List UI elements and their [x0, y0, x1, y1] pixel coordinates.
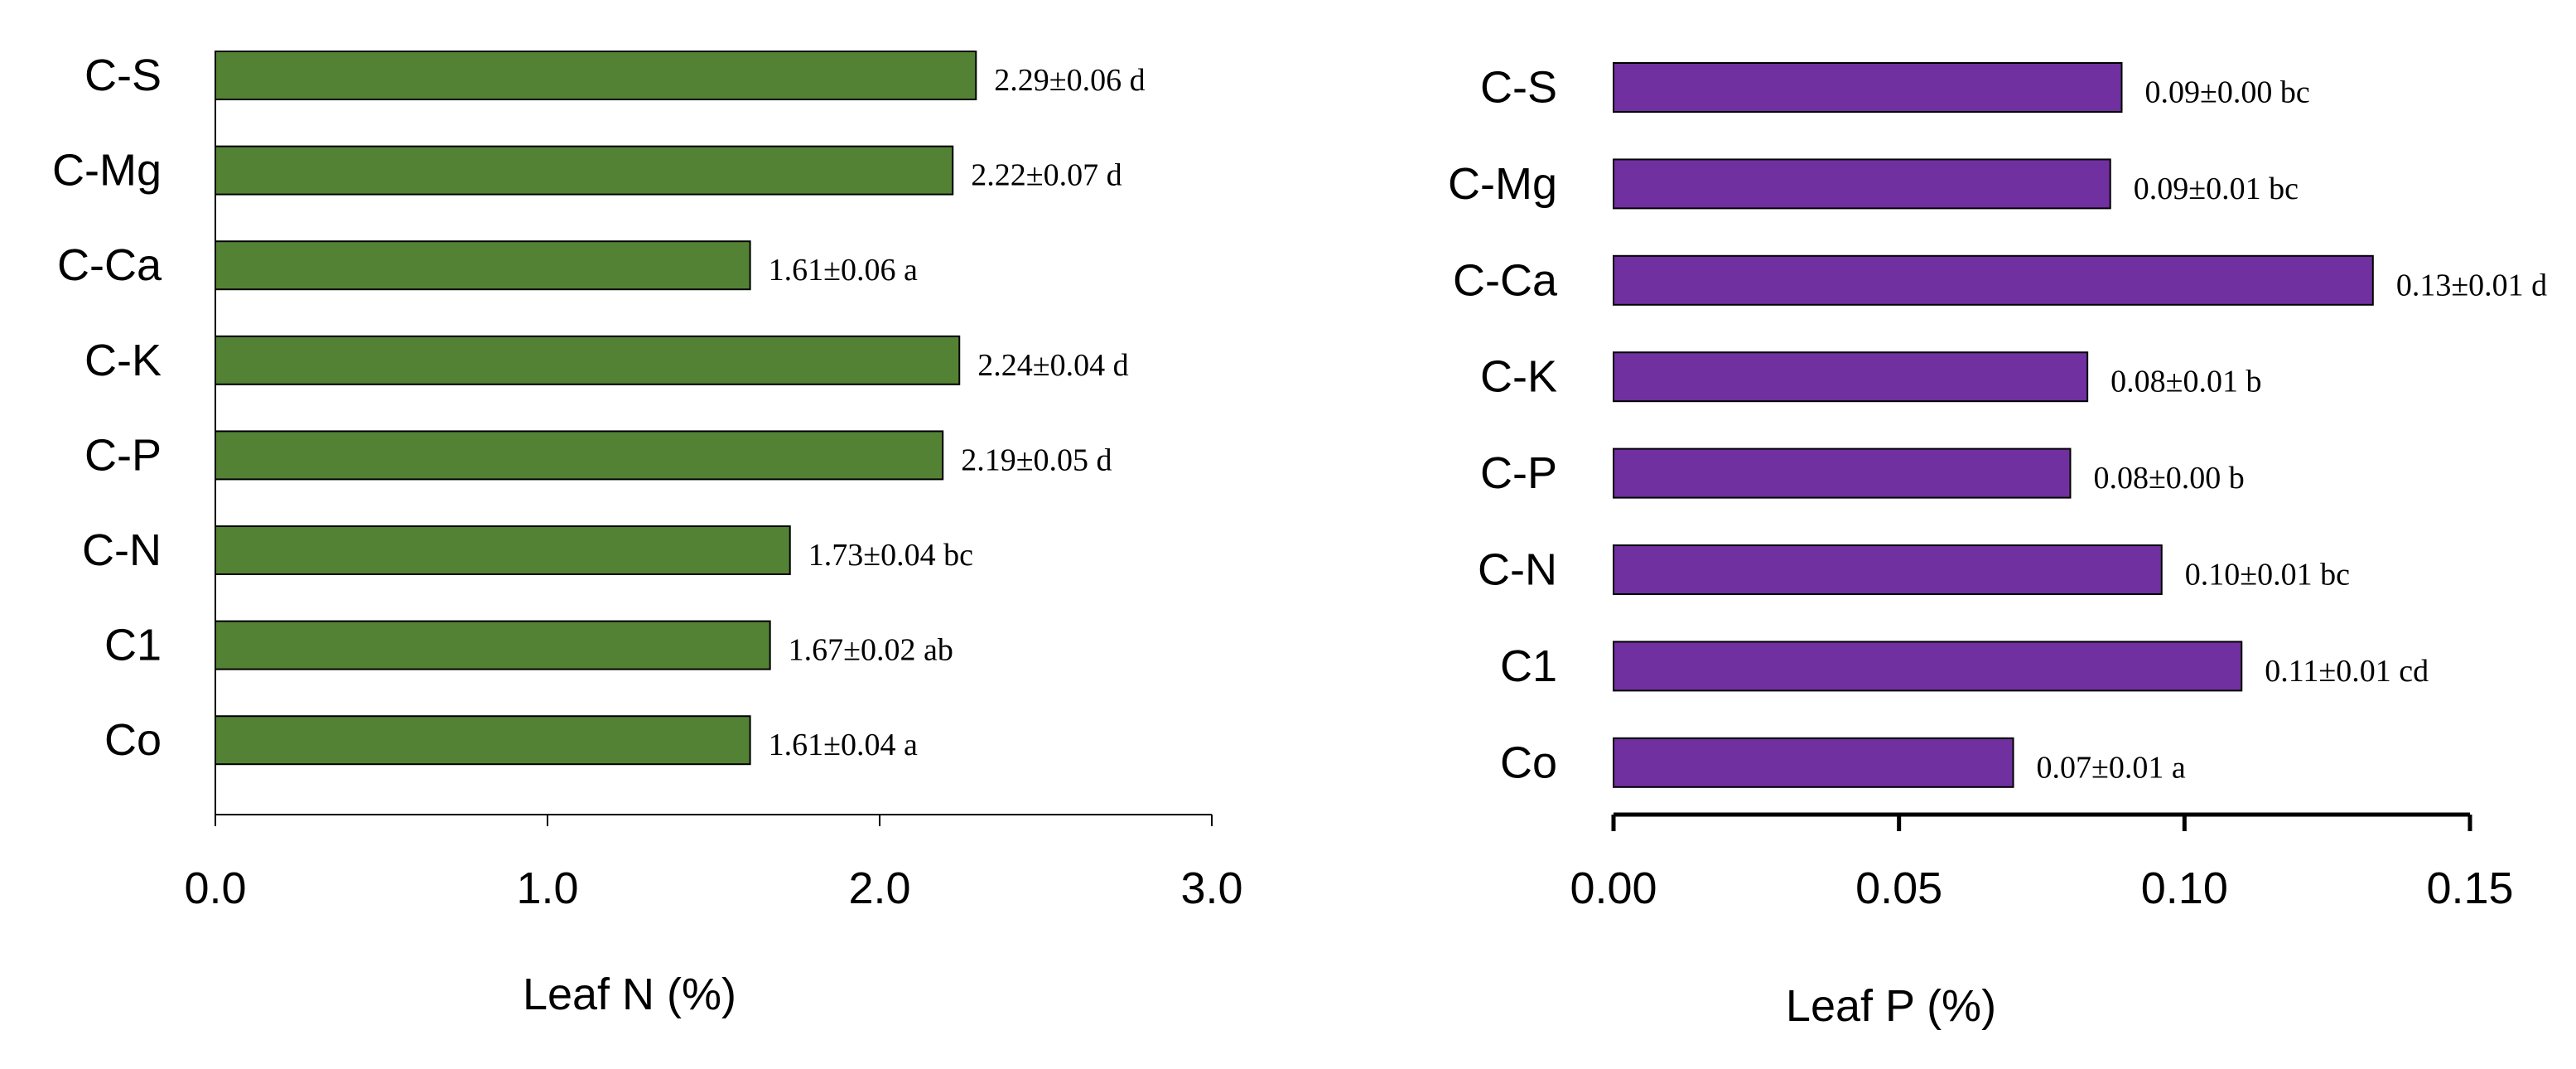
data-label-p-c-s: 0.09±0.00 bc — [2145, 75, 2310, 110]
x-tick-label-n-3: 3.0 — [1180, 863, 1242, 913]
bar-p-c-s — [1613, 62, 2123, 113]
data-label-n-co: 1.61±0.04 a — [769, 728, 918, 762]
x-tick-label-p-0: 0.00 — [1570, 863, 1657, 913]
category-label-n-c-mg: C-Mg — [52, 146, 162, 196]
data-label-p-c-ca: 0.13±0.01 d — [2396, 268, 2547, 302]
category-label-n-c-k: C-K — [84, 336, 162, 385]
category-label-p-c-s: C-S — [1480, 63, 1557, 113]
bar-p-c-n — [1613, 544, 2163, 595]
data-label-n-c-mg: 2.22±0.07 d — [971, 158, 1122, 193]
data-label-p-c-p: 0.08±0.00 b — [2093, 461, 2244, 496]
x-tick-label-n-2: 2.0 — [848, 863, 910, 913]
data-label-n-c-k: 2.24±0.04 d — [977, 348, 1128, 383]
category-label-p-c-ca: C-Ca — [1453, 255, 1558, 305]
bar-n-c-s — [215, 51, 977, 100]
category-label-n-c-p: C-P — [84, 430, 162, 480]
bar-p-c1 — [1613, 641, 2243, 692]
bar-p-co — [1613, 737, 2014, 788]
x-axis-title-n: Leaf N (%) — [523, 970, 736, 1019]
data-label-n-c-p: 2.19±0.05 d — [961, 443, 1112, 477]
data-label-n-c1: 1.67±0.02 ab — [789, 633, 953, 668]
category-label-n-c1: C1 — [104, 621, 162, 670]
data-label-n-c-s: 2.29±0.06 d — [994, 63, 1145, 98]
x-tick-label-n-0: 0.0 — [184, 863, 246, 913]
bar-p-c-k — [1613, 351, 2089, 403]
category-label-p-c-p: C-P — [1480, 448, 1557, 498]
data-label-n-c-ca: 1.61±0.06 a — [769, 253, 918, 288]
bar-p-c-mg — [1613, 158, 2111, 210]
bar-n-c-n — [215, 525, 791, 575]
bar-p-c-p — [1613, 447, 2072, 499]
x-tick-label-n-1: 1.0 — [516, 863, 578, 913]
category-label-n-co: Co — [104, 715, 162, 765]
data-label-p-co: 0.07±0.01 a — [2037, 750, 2186, 785]
category-label-p-c-k: C-K — [1480, 352, 1557, 402]
category-label-p-c-mg: C-Mg — [1448, 159, 1557, 209]
category-label-n-c-ca: C-Ca — [57, 240, 162, 290]
category-label-p-co: Co — [1500, 738, 1557, 787]
bar-n-co — [215, 715, 751, 766]
data-label-p-c1: 0.11±0.01 cd — [2265, 654, 2429, 689]
category-label-p-c1: C1 — [1500, 641, 1557, 691]
leaf-p-chart: C-S 0.09±0.00 bc C-Mg 0.09±0.01 bc C-Ca 0.13±… — [1448, 62, 2547, 1031]
data-label-p-c-mg: 0.09±0.01 bc — [2134, 172, 2299, 206]
bar-n-c-ca — [215, 240, 751, 291]
bar-n-c-mg — [215, 145, 954, 196]
x-tick-label-p-1: 0.05 — [1855, 863, 1942, 913]
bar-n-c-k — [215, 335, 961, 385]
category-label-n-c-s: C-S — [84, 51, 162, 100]
data-label-n-c-n: 1.73±0.04 bc — [808, 538, 973, 573]
leaf-n-chart: C-S 2.29±0.06 d C-Mg 2.22±0.07 d C-Ca 1.61±0.… — [52, 51, 1243, 1019]
bar-n-c-p — [215, 430, 944, 481]
bar-p-c-ca — [1613, 254, 2374, 306]
x-tick-label-p-3: 0.15 — [2426, 863, 2513, 913]
category-label-p-c-n: C-N — [1478, 545, 1557, 595]
data-label-p-c-k: 0.08±0.01 b — [2110, 365, 2261, 399]
data-label-p-c-n: 0.10±0.01 bc — [2185, 558, 2350, 593]
bar-n-c1 — [215, 620, 771, 670]
category-label-n-c-n: C-N — [82, 525, 162, 575]
x-tick-label-p-2: 0.10 — [2141, 863, 2228, 913]
x-axis-title-p: Leaf P (%) — [1786, 981, 1996, 1031]
